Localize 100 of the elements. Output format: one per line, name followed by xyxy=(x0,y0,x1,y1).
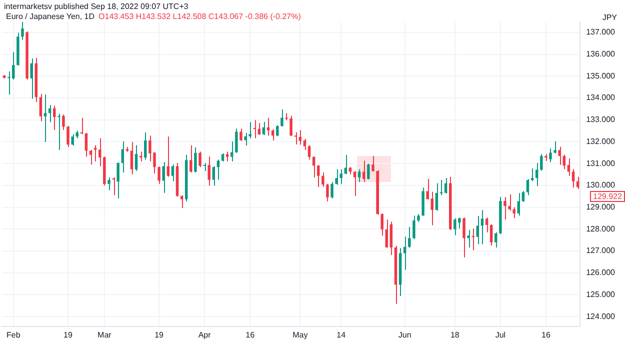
candlestick xyxy=(517,192,520,216)
candlestick xyxy=(7,70,10,96)
candlestick xyxy=(62,114,65,130)
y-tick-label: 133.000 xyxy=(586,115,616,124)
candlestick xyxy=(98,138,102,167)
candlestick xyxy=(558,146,561,166)
candlestick xyxy=(203,162,206,172)
candlestick xyxy=(353,170,356,197)
candlestick xyxy=(322,172,324,188)
x-tick-label: Jul xyxy=(495,330,506,340)
candlestick xyxy=(258,122,261,136)
candlestick xyxy=(21,21,24,40)
candlestick xyxy=(240,128,242,142)
text: 129.922 xyxy=(590,191,625,202)
candlestick xyxy=(144,132,147,160)
candlestick xyxy=(426,178,429,200)
candlestick xyxy=(294,132,297,145)
candlestick xyxy=(12,52,15,80)
candlestick xyxy=(490,224,493,246)
x-tick-label: 16 xyxy=(246,330,256,340)
x-tick-label: 19 xyxy=(64,330,73,340)
x-tick-label: 14 xyxy=(336,330,346,340)
candlestick xyxy=(112,176,115,196)
candlestick xyxy=(166,136,170,178)
y-tick-label: 128.000 xyxy=(586,224,616,234)
candlestick xyxy=(467,230,470,248)
y-tick-label: 135.000 xyxy=(586,71,616,80)
candlestick xyxy=(190,144,192,174)
candlestick xyxy=(330,182,334,199)
candlestick xyxy=(226,151,229,162)
candlestick xyxy=(430,191,434,226)
candlestick xyxy=(480,210,484,245)
candlestick xyxy=(412,215,416,240)
candlestick xyxy=(162,162,165,194)
y-tick-label: 131.000 xyxy=(586,158,616,168)
candlestick xyxy=(485,217,488,233)
y-tick-label: 125.000 xyxy=(586,290,616,299)
x-tick-label: Mar xyxy=(98,330,112,340)
candlestick xyxy=(535,162,538,187)
candlestick xyxy=(58,113,60,151)
candlestick xyxy=(276,124,279,137)
candlestick xyxy=(340,168,342,184)
candlestick xyxy=(435,182,438,212)
candlestick xyxy=(230,140,234,162)
x-tick-label: Apr xyxy=(198,330,212,340)
candlestick xyxy=(212,166,216,186)
candlestick xyxy=(408,226,411,248)
y-tick-label: 127.000 xyxy=(586,246,616,256)
candlestick xyxy=(385,219,388,248)
candlestick xyxy=(462,217,466,258)
candlestick xyxy=(116,162,120,199)
x-tick-label: 18 xyxy=(450,330,460,340)
candlestick xyxy=(303,138,306,151)
candlestick xyxy=(440,179,443,196)
candlestick xyxy=(290,115,292,136)
candlestick xyxy=(494,232,498,248)
candlestick xyxy=(308,144,311,160)
candlestick xyxy=(362,160,366,182)
chart-title: Euro / Japanese Yen, 1D xyxy=(6,12,95,21)
candlestick xyxy=(253,120,256,139)
candlestick xyxy=(108,176,110,191)
candlestick xyxy=(522,190,525,202)
candlestick xyxy=(198,151,202,168)
candlestick xyxy=(171,164,174,182)
candlestick xyxy=(554,140,556,154)
candlestick xyxy=(316,164,320,188)
candlestick xyxy=(130,141,134,175)
candlestick xyxy=(208,156,210,186)
y-tick-label: 134.000 xyxy=(586,93,616,102)
candlestick xyxy=(367,163,370,180)
candlestick xyxy=(476,216,480,245)
y-tick-label: 132.000 xyxy=(586,136,616,146)
candlestick xyxy=(266,117,270,136)
y-tick-label: 137.000 xyxy=(586,28,616,37)
candlestick xyxy=(540,154,543,172)
candlestick xyxy=(472,228,474,251)
candlestick xyxy=(30,58,33,100)
candlestick xyxy=(262,121,266,136)
candlestick xyxy=(530,168,534,182)
candlestick xyxy=(572,168,575,188)
candlestick xyxy=(358,168,361,182)
y-tick-label: 129.000 xyxy=(586,202,616,212)
x-tick-label: May xyxy=(292,330,308,340)
candlestick xyxy=(444,178,448,194)
text: intermarketsv published Sep 18, 2022 09:07 UTC+3 xyxy=(4,2,188,11)
candlestick xyxy=(44,94,47,142)
candlestick xyxy=(66,126,70,148)
chart-subtitle: O143.453 H143.532 L142.508 C143.067 -0.386 (-0.27%) xyxy=(98,12,301,21)
candlestick xyxy=(134,144,138,172)
y-tick-label: 136.000 xyxy=(586,50,616,59)
candlestick xyxy=(504,196,506,220)
candlestick xyxy=(298,130,302,146)
candlestick xyxy=(562,154,566,170)
candlestick xyxy=(235,128,238,154)
candlestick xyxy=(372,155,374,172)
y-tick-label: 124.000 xyxy=(586,312,616,321)
candlestick xyxy=(280,108,284,128)
x-tick-label: 16 xyxy=(541,330,551,340)
y-axis-title: JPY xyxy=(602,13,617,22)
x-tick-label: Feb xyxy=(6,330,21,340)
